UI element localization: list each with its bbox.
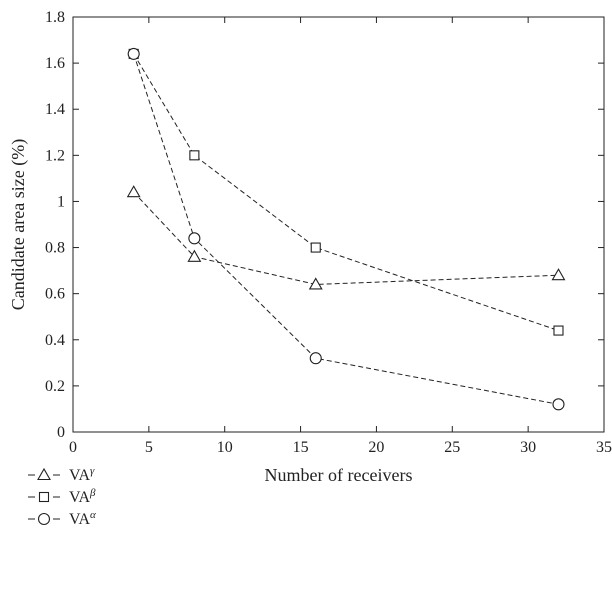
legend-entry: VAβ: [28, 487, 96, 506]
series-line: [133, 53, 559, 405]
data-point-circle: [127, 47, 140, 60]
y-tick-label: 0.2: [45, 378, 65, 395]
data-point-triangle: [551, 268, 566, 281]
y-tick-label: 1.8: [45, 9, 65, 26]
x-tick-label: 10: [217, 439, 233, 456]
data-point-square: [553, 325, 564, 336]
x-tick-label: 0: [69, 439, 77, 456]
series-layer: [126, 47, 566, 411]
data-point-triangle: [126, 185, 141, 198]
y-tick-label: 1.4: [45, 101, 65, 118]
legend-marker-triangle: [37, 467, 51, 481]
series-line: [133, 53, 559, 332]
data-point-circle: [552, 398, 565, 411]
legend-label: VAβ: [69, 487, 96, 506]
y-tick-label: 0.4: [45, 332, 65, 349]
x-axis-title: Number of receivers: [265, 465, 413, 485]
legend-marker-circle: [37, 512, 51, 526]
y-tick-label: 0.8: [45, 240, 65, 257]
legend-marker-square: [38, 491, 50, 503]
legend-label-name: VA: [69, 467, 90, 484]
x-tick-label: 25: [444, 439, 460, 456]
y-tick-label: 1.6: [45, 55, 65, 72]
x-tick-label: 20: [368, 439, 384, 456]
y-axis-title: Candidate area size (%): [8, 139, 29, 310]
series-square: [128, 48, 564, 336]
data-point-square: [310, 242, 321, 253]
x-tick-label: 35: [596, 439, 612, 456]
data-point-circle: [309, 352, 322, 365]
y-tick-label: 0: [57, 424, 65, 441]
data-point-circle: [188, 232, 201, 245]
axis-ticks: 0 5 10 15 20 25 30 35 0 0.2 0.4 0.6 0.8 1 1.2 1.4 1.6 1.8: [45, 9, 612, 456]
x-tick-label: 5: [145, 439, 153, 456]
x-tick-label: 30: [520, 439, 536, 456]
plot-frame: [72, 16, 605, 433]
plot-area-border: [72, 16, 605, 433]
series-triangle: [126, 185, 566, 290]
legend-label-superscript: γ: [90, 465, 95, 477]
legend-label-name: VA: [69, 489, 90, 506]
legend-entry: VAα: [28, 509, 96, 528]
series-line: [133, 191, 559, 285]
legend-entry: VAγ: [28, 465, 95, 484]
legend-label-superscript: β: [89, 487, 96, 499]
data-point-triangle: [187, 249, 202, 262]
series-circle: [127, 47, 565, 411]
legend-label-superscript: α: [90, 509, 96, 521]
data-point-triangle: [308, 277, 323, 290]
legend-label: VAγ: [69, 465, 95, 484]
data-point-square: [189, 150, 200, 161]
y-tick-label: 1: [57, 193, 65, 210]
y-tick-label: 1.2: [45, 147, 65, 164]
x-tick-label: 15: [293, 439, 309, 456]
legend-label: VAα: [69, 509, 96, 528]
y-tick-label: 0.6: [45, 286, 65, 303]
legend-label-name: VA: [69, 511, 90, 528]
